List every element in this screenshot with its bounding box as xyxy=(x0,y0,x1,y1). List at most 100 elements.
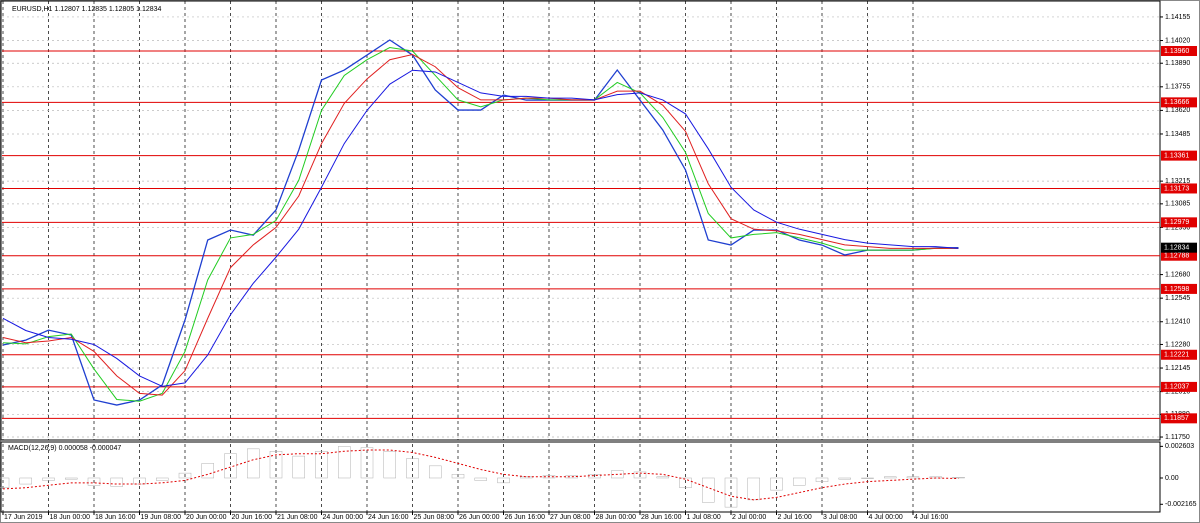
x-tick-label: 19 Jun 08:00 xyxy=(141,514,182,521)
y-tick-label: 1.11750 xyxy=(1165,434,1190,441)
y-tick-label: 1.14020 xyxy=(1165,37,1190,44)
level-tag xyxy=(1161,250,1197,261)
y-tick-label: 1.13215 xyxy=(1165,178,1190,185)
grid xyxy=(2,1,1160,512)
moving-average xyxy=(2,53,959,396)
macd-bar xyxy=(793,477,806,486)
y-tick-label: 0.002603 xyxy=(1165,443,1194,450)
level-label: 1.13173 xyxy=(1164,185,1189,192)
x-tick-label: 3 Jul 08:00 xyxy=(823,514,857,521)
x-tick-label: 20 Jun 16:00 xyxy=(232,514,273,521)
macd-bar xyxy=(474,477,487,481)
level-label: 1.13960 xyxy=(1164,48,1189,55)
macd-bar xyxy=(315,451,328,479)
level-label: 1.13666 xyxy=(1164,99,1189,106)
macd-bar xyxy=(292,455,305,479)
macd-bar xyxy=(247,448,260,479)
level-label: 1.13361 xyxy=(1164,152,1189,159)
y-tick-label: 1.13485 xyxy=(1165,131,1190,138)
level-label: 1.12979 xyxy=(1164,219,1189,226)
macd-title: MACD(12,26,9) 0.000058 -0.000047 xyxy=(8,445,121,452)
x-tick-label: 2 Jul 00:00 xyxy=(732,514,766,521)
macd-bar xyxy=(952,477,965,479)
macd-bar xyxy=(906,476,920,479)
moving-average xyxy=(2,46,959,402)
x-tick-label: 4 Jul 16:00 xyxy=(914,514,948,521)
signal-line xyxy=(2,449,959,501)
macd-bar xyxy=(178,472,192,479)
macd-bar xyxy=(156,477,169,481)
macd-bar xyxy=(110,477,123,487)
x-tick-label: 17 Jun 2019 xyxy=(4,514,43,521)
level-tag xyxy=(1161,46,1197,57)
y-tick-label: 1.12280 xyxy=(1165,341,1190,348)
price-panel xyxy=(0,0,1161,441)
macd-bar xyxy=(724,477,738,508)
level-tag xyxy=(1161,283,1197,294)
macd-bar xyxy=(633,471,647,479)
macd-bar xyxy=(87,477,101,486)
macd-bar xyxy=(861,477,874,479)
x-tick-label: 20 Jun 00:00 xyxy=(186,514,227,521)
x-tick-label: 28 Jun 00:00 xyxy=(596,514,637,521)
level-label: 1.12788 xyxy=(1164,253,1189,260)
x-tick-label: 1 Jul 08:00 xyxy=(687,514,721,521)
x-tick-label: 26 Jun 16:00 xyxy=(505,514,546,521)
macd-bar xyxy=(542,475,556,479)
x-tick-label: 24 Jun 00:00 xyxy=(323,514,364,521)
y-tick-label: 1.12410 xyxy=(1165,319,1190,326)
y-tick-label: 1.12010 xyxy=(1165,388,1190,395)
price-tag xyxy=(1161,242,1197,253)
macd-bar xyxy=(360,447,374,479)
y-tick-label: 0.00 xyxy=(1165,475,1179,482)
x-tick-label: 27 Jun 08:00 xyxy=(550,514,591,521)
macd-bar xyxy=(224,453,237,479)
macd-bar xyxy=(520,476,533,479)
moving-average xyxy=(2,69,959,387)
y-tick-label: 1.12950 xyxy=(1165,224,1190,231)
macd-bar xyxy=(338,446,351,479)
price-line xyxy=(2,39,959,406)
current-price: 1.12834 xyxy=(1164,245,1189,252)
chart-title: EURUSD,H1 1.12807 1.12835 1.12805 1.1283… xyxy=(12,6,162,13)
y-tick-label: 1.13755 xyxy=(1165,84,1190,91)
macd-bar xyxy=(429,465,442,479)
macd-bar xyxy=(815,477,829,482)
x-tick-label: 18 Jun 16:00 xyxy=(95,514,136,521)
x-tick-label: 26 Jun 00:00 xyxy=(459,514,500,521)
y-tick-label: 1.12680 xyxy=(1165,271,1190,278)
macd-bar xyxy=(42,477,55,481)
macd-bar xyxy=(201,463,214,479)
x-tick-label: 4 Jul 00:00 xyxy=(869,514,903,521)
level-tag xyxy=(1161,150,1197,161)
macd-bar xyxy=(838,477,851,480)
y-tick-label: 1.12545 xyxy=(1165,295,1190,302)
level-label: 1.11857 xyxy=(1164,415,1189,422)
x-tick-label: 24 Jun 16:00 xyxy=(368,514,409,521)
x-tick-label: 18 Jun 00:00 xyxy=(50,514,91,521)
y-tick-label: 1.12145 xyxy=(1165,365,1190,372)
level-tag xyxy=(1161,413,1197,424)
labels: 17 Jun 2019 18 Jun 00:00 18 Jun 16:00 19 Ju… xyxy=(2,14,1197,521)
macd-bar xyxy=(611,470,624,479)
y-tick-label: 1.13890 xyxy=(1165,60,1190,67)
y-tick-label: 1.13620 xyxy=(1165,107,1190,114)
level-tag xyxy=(1161,183,1197,194)
level-tag xyxy=(1161,217,1197,228)
macd-panel xyxy=(0,441,1161,513)
x-tick-label: 25 Jun 08:00 xyxy=(414,514,455,521)
x-tick-label: 28 Jun 16:00 xyxy=(641,514,682,521)
level-tag xyxy=(1161,97,1197,108)
x-tick-label: 21 Jun 08:00 xyxy=(277,514,318,521)
y-tick-label: -0.002165 xyxy=(1165,501,1197,508)
level-label: 1.12598 xyxy=(1164,286,1189,293)
level-tag xyxy=(1161,381,1197,392)
macd-bar xyxy=(884,476,897,479)
macd-bar xyxy=(770,477,783,491)
macd-bar xyxy=(65,477,78,480)
macd-bar xyxy=(269,451,283,479)
macd-bar xyxy=(679,477,692,488)
macd-bar xyxy=(497,477,510,484)
